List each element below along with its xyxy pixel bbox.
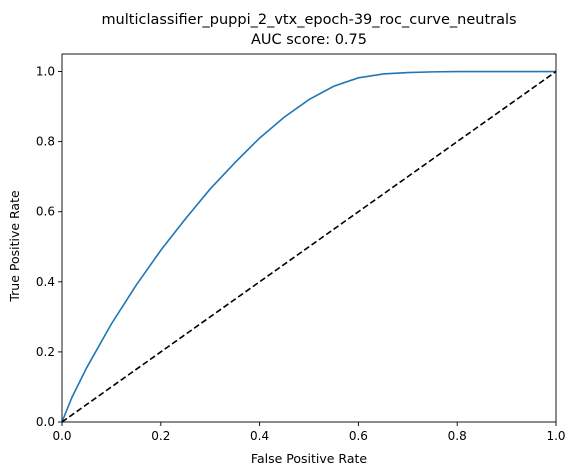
plot-area — [61, 53, 557, 423]
x-tick-label: 0.2 — [151, 429, 170, 443]
x-axis-ticks: 0.0 0.2 0.4 0.6 0.8 1.0 — [52, 422, 566, 443]
chart-title: multiclassifier_puppi_2_vtx_epoch-39_roc… — [101, 12, 516, 28]
x-tick-label: 0.4 — [250, 429, 269, 443]
y-axis-ticks: 0.0 0.2 0.4 0.6 0.8 1.0 — [36, 65, 62, 429]
y-tick-label: 0.8 — [36, 135, 55, 149]
x-tick-label: 1.0 — [546, 429, 565, 443]
y-tick-label: 1.0 — [36, 65, 55, 79]
x-tick-label: 0.0 — [52, 429, 71, 443]
roc-curve-line — [61, 70, 556, 423]
plot-frame — [61, 53, 557, 423]
x-tick-label: 0.8 — [448, 429, 467, 443]
chart-subtitle: AUC score: 0.75 — [251, 32, 367, 48]
y-tick-label: 0.0 — [36, 415, 55, 429]
y-tick-label: 0.4 — [36, 275, 55, 289]
y-tick-label: 0.2 — [36, 345, 55, 359]
y-tick-label: 0.6 — [36, 205, 55, 219]
x-tick-label: 0.6 — [349, 429, 368, 443]
x-axis-label: False Positive Rate — [251, 451, 367, 466]
chance-diagonal-line — [61, 70, 557, 423]
y-axis-label: True Positive Rate — [7, 190, 22, 303]
